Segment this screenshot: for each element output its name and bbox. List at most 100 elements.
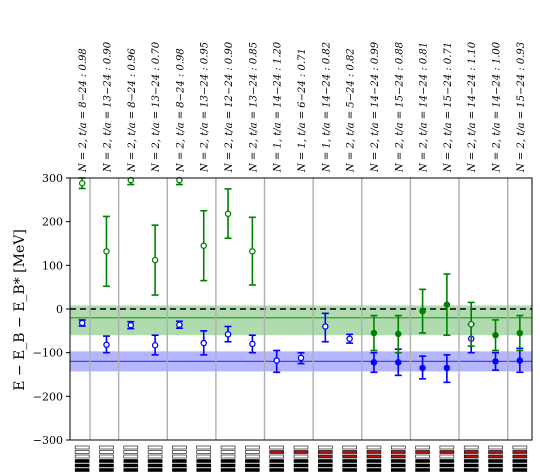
- icon-row: [342, 445, 357, 450]
- icon-row: [415, 445, 430, 450]
- icon-row: [123, 459, 139, 463]
- icon-row: [172, 454, 187, 459]
- icon-row: [172, 445, 187, 450]
- state-icon: [415, 445, 430, 472]
- data-point: [248, 216, 256, 286]
- icon-row: [488, 468, 503, 472]
- icon-row: [512, 463, 528, 468]
- state-icon: [463, 445, 479, 472]
- icon-row: [488, 450, 503, 454]
- icon-row: [172, 463, 187, 468]
- band-0: [70, 305, 532, 336]
- icon-row: [293, 459, 309, 463]
- icon-row: [99, 463, 114, 468]
- icon-row: [245, 450, 260, 454]
- icon-row: [147, 463, 163, 468]
- icon-row: [342, 459, 357, 463]
- data-point: [492, 319, 500, 352]
- column-label: N = 2, t/a = 8−24 : 0.98: [78, 48, 89, 173]
- point-marker: [103, 341, 110, 349]
- state-icon: [512, 445, 528, 472]
- icon-row: [147, 445, 163, 450]
- column-label: N = 2, t/a = 5−24 : 0.82: [346, 48, 357, 173]
- state-icon: [74, 445, 90, 472]
- column-label: N = 2, t/a = 8−24 : 0.98: [175, 48, 186, 173]
- data-point: [467, 301, 475, 347]
- state-icon: [147, 445, 163, 472]
- icon-row: [269, 459, 284, 463]
- icon-row: [196, 454, 212, 459]
- state-icon: [439, 445, 455, 472]
- icon-row: [488, 454, 503, 459]
- y-tick-label: 0: [56, 303, 63, 316]
- icon-row: [439, 445, 455, 450]
- icon-row: [99, 468, 114, 472]
- icon-row: [293, 463, 309, 468]
- column-label: N = 2, t/a = 15−24 : 0.71: [443, 42, 454, 173]
- column-label: N = 2, t/a = 14−24 : 1.00: [492, 41, 503, 173]
- icon-row: [390, 463, 406, 468]
- state-icon: [342, 445, 357, 472]
- icon-row: [74, 463, 90, 468]
- column-label: N = 1, t/a = 14−24 : 0.82: [321, 42, 332, 173]
- column-label: N = 2, t/a = 13−24 : 0.70: [151, 41, 162, 173]
- icon-row: [463, 454, 479, 459]
- axes: −300 −200 −100 0 100 200 300: [33, 172, 533, 447]
- icon-row: [488, 445, 503, 450]
- icon-row: [318, 459, 333, 463]
- icon-row: [147, 454, 163, 459]
- icon-row: [99, 454, 114, 459]
- data-point: [394, 314, 402, 354]
- icon-row: [74, 454, 90, 459]
- icon-row: [415, 454, 430, 459]
- icon-row: [463, 459, 479, 463]
- column-label: N = 2, t/a = 8−24 : 0.96: [127, 48, 138, 173]
- point-marker: [78, 319, 86, 327]
- icon-row: [245, 463, 260, 468]
- icon-row: [488, 463, 503, 468]
- icon-row: [463, 468, 479, 472]
- point-marker: [395, 330, 402, 338]
- point-marker: [200, 339, 207, 347]
- data-point: [443, 354, 451, 384]
- point-marker: [419, 307, 426, 315]
- icon-row: [439, 468, 455, 472]
- icon-row: [74, 468, 90, 472]
- icon-row: [512, 459, 528, 463]
- state-icon: [172, 445, 187, 472]
- data-point: [516, 347, 524, 374]
- point-marker: [151, 256, 159, 264]
- icon-row: [318, 468, 333, 472]
- icon-row: [463, 463, 479, 468]
- column-label: N = 2, t/a = 13−24 : 0.95: [200, 42, 211, 173]
- icon-row: [245, 468, 260, 472]
- data-points: [78, 176, 524, 384]
- icon-row: [196, 459, 212, 463]
- point-marker: [176, 321, 183, 328]
- icon-row: [269, 463, 284, 468]
- data-point: [419, 288, 427, 334]
- y-axis-label: E − E_B − E_B* [MeV]: [12, 229, 28, 391]
- icon-row: [342, 454, 357, 459]
- point-marker: [273, 357, 280, 364]
- point-marker: [467, 321, 475, 328]
- point-marker: [395, 359, 402, 366]
- data-point: [370, 351, 378, 374]
- icon-row: [74, 450, 90, 454]
- icon-row: [390, 468, 406, 472]
- data-point: [273, 349, 281, 374]
- state-icon: [269, 445, 284, 472]
- state-icon: [220, 445, 236, 472]
- icon-row: [342, 450, 357, 454]
- point-marker: [443, 364, 451, 372]
- icon-row: [99, 450, 114, 454]
- data-point: [175, 320, 183, 330]
- point-marker: [103, 248, 110, 255]
- icon-row: [415, 463, 430, 468]
- data-point: [102, 335, 110, 354]
- y-tick-label: −300: [33, 434, 63, 447]
- icon-row: [366, 459, 382, 463]
- state-icon: [293, 445, 309, 472]
- icon-row: [123, 463, 139, 468]
- point-marker: [249, 340, 256, 348]
